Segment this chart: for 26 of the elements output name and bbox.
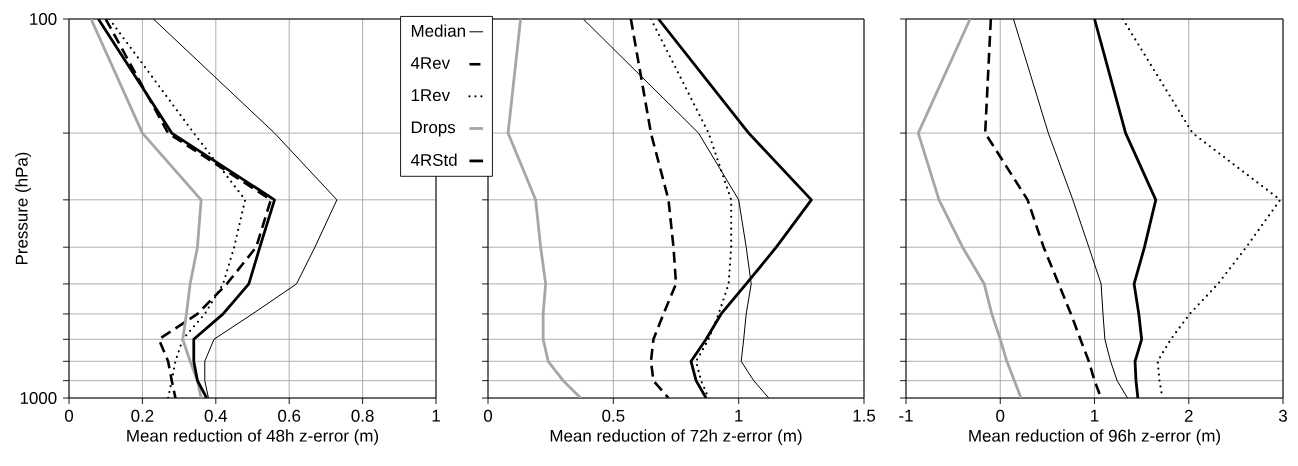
x-tick-label: 3 [1278,409,1287,422]
x-tick-label: 0.2 [131,409,154,422]
legend-label: Median [411,24,465,37]
x-tick-label: 2 [1184,409,1193,422]
x-tick-label: 0 [996,409,1005,422]
x-axis-title: Mean reduction of 72h z-error (m) [550,429,802,446]
x-tick-label: 0 [64,409,74,422]
x-tick-label: 1 [735,409,743,422]
x-tick-label: 0 [483,409,493,422]
x-axis-title: Mean reduction of 48h z-error (m) [127,429,379,446]
x-tick-label: 0.8 [351,409,374,422]
x-tick-label: 1 [1091,409,1099,422]
x-tick-label: 0.5 [602,409,625,422]
x-tick-label: 1.5 [853,409,876,422]
x-tick-label: 0.6 [278,409,301,422]
x-tick-label: 0.4 [204,409,228,422]
legend-label: 4Rev [410,57,450,69]
y-axis-title: Pressure (hPa) [15,152,32,265]
legend-label: Drops [411,121,456,137]
legend-label: 4RStd [410,153,457,166]
x-tick-label: -1 [899,409,913,422]
x-tick-label: 1 [432,409,440,422]
legend-label: 1Rev [411,89,450,102]
y-tick-label: 1000 [20,392,57,405]
x-axis-title: Mean reduction of 96h z-error (m) [969,429,1221,446]
y-tick-label: 100 [30,13,57,26]
